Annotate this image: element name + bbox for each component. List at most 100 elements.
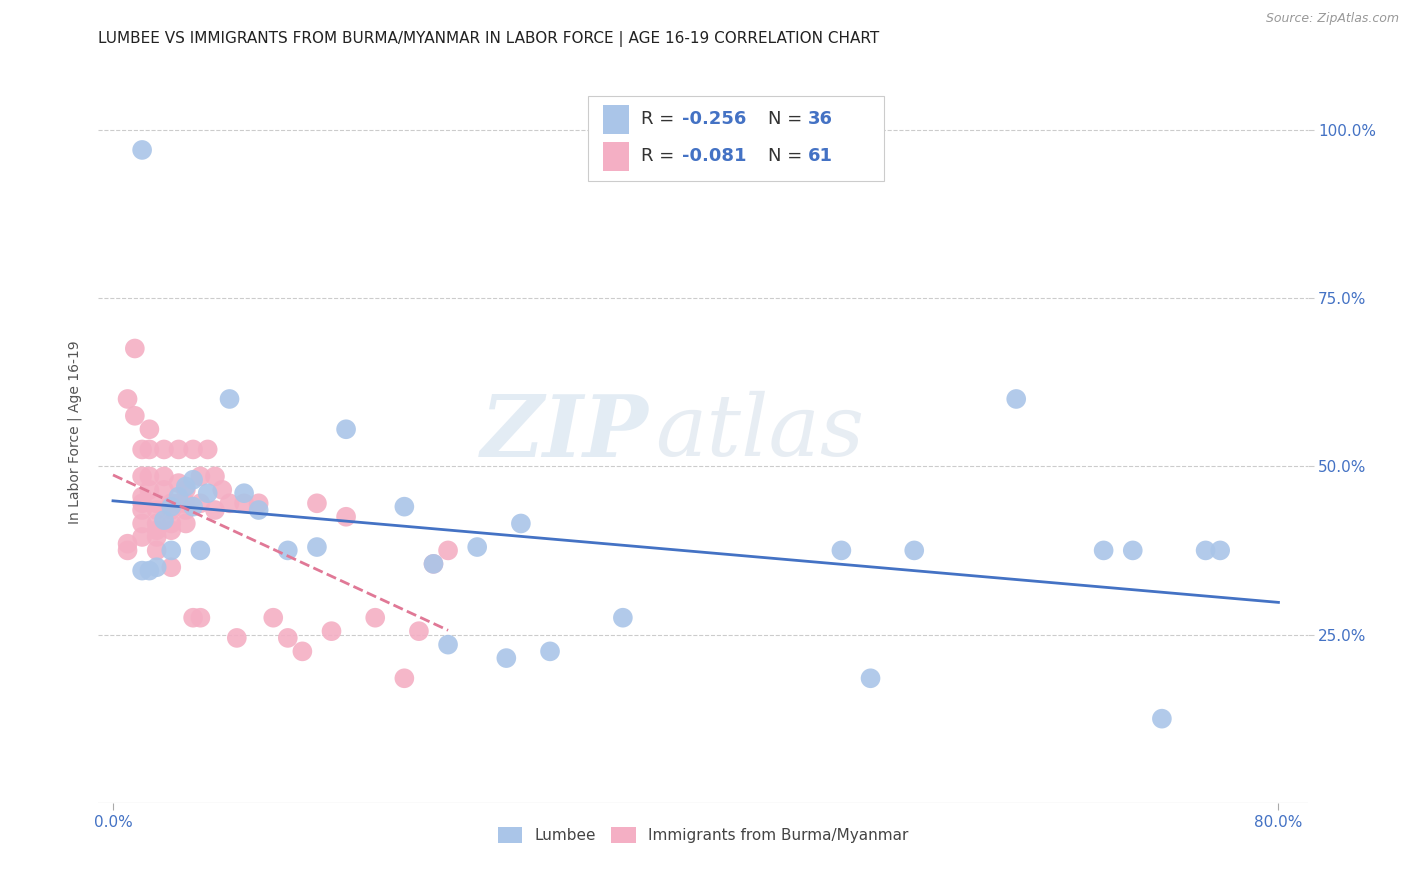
Point [247,496,270,510]
Text: -0.081: -0.081 [682,147,747,165]
Point [465,540,488,554]
Point [131,442,153,457]
Point [174,483,197,497]
Point [1005,392,1028,406]
FancyBboxPatch shape [588,95,884,181]
Point [181,473,204,487]
Point [408,624,430,639]
Point [153,483,176,497]
Text: R =: R = [641,111,681,128]
Point [181,442,204,457]
Point [364,610,387,624]
Text: Source: ZipAtlas.com: Source: ZipAtlas.com [1265,12,1399,25]
Point [233,496,256,510]
Point [160,543,183,558]
Point [174,516,197,531]
Y-axis label: In Labor Force | Age 16-19: In Labor Force | Age 16-19 [67,341,83,524]
Point [422,557,444,571]
FancyBboxPatch shape [603,105,630,134]
Point [160,523,183,537]
Point [335,422,357,436]
Point [145,560,167,574]
Point [538,644,561,658]
Point [153,513,176,527]
Point [138,422,160,436]
Point [225,631,247,645]
Text: LUMBEE VS IMMIGRANTS FROM BURMA/MYANMAR IN LABOR FORCE | AGE 16-19 CORRELATION C: LUMBEE VS IMMIGRANTS FROM BURMA/MYANMAR … [98,31,880,47]
Point [247,503,270,517]
Point [1194,543,1216,558]
Point [277,543,299,558]
Point [197,442,219,457]
Point [859,671,882,685]
Point [1092,543,1115,558]
Text: N =: N = [768,111,808,128]
Point [204,469,226,483]
Point [394,671,416,685]
Point [1122,543,1144,558]
Point [153,469,176,483]
Point [131,496,153,510]
Text: N =: N = [768,147,808,165]
Point [167,490,190,504]
Point [277,631,299,645]
Point [131,143,153,157]
Point [321,624,343,639]
Point [160,500,183,514]
Point [394,500,416,514]
Point [190,496,212,510]
Point [181,610,204,624]
Point [117,392,139,406]
Point [174,503,197,517]
Point [131,516,153,531]
Text: R =: R = [641,147,681,165]
Point [305,496,328,510]
Point [495,651,517,665]
Text: ZIP: ZIP [481,391,648,475]
Point [437,638,460,652]
Point [233,486,256,500]
Point [138,469,160,483]
Text: atlas: atlas [655,392,863,474]
Point [160,496,183,510]
Point [903,543,925,558]
FancyBboxPatch shape [603,143,630,170]
Point [138,564,160,578]
Point [167,476,190,491]
Point [145,543,167,558]
Text: -0.256: -0.256 [682,111,747,128]
Point [145,523,167,537]
Point [124,342,146,356]
Point [138,483,160,497]
Point [160,560,183,574]
Point [305,540,328,554]
Point [145,496,167,510]
Point [145,503,167,517]
Point [117,536,139,550]
Point [612,610,634,624]
Point [167,442,190,457]
Point [131,564,153,578]
Point [153,442,176,457]
Point [422,557,444,571]
Point [174,479,197,493]
Point [131,503,153,517]
Text: 36: 36 [808,111,834,128]
Point [211,483,233,497]
Point [197,486,219,500]
Point [218,496,240,510]
Text: 61: 61 [808,147,834,165]
Point [160,516,183,531]
Point [131,469,153,483]
Point [145,530,167,544]
Point [174,496,197,510]
Point [218,392,240,406]
Point [117,543,139,558]
Point [138,442,160,457]
Point [124,409,146,423]
Point [190,469,212,483]
Point [437,543,460,558]
Point [204,503,226,517]
Point [167,496,190,510]
Point [190,610,212,624]
